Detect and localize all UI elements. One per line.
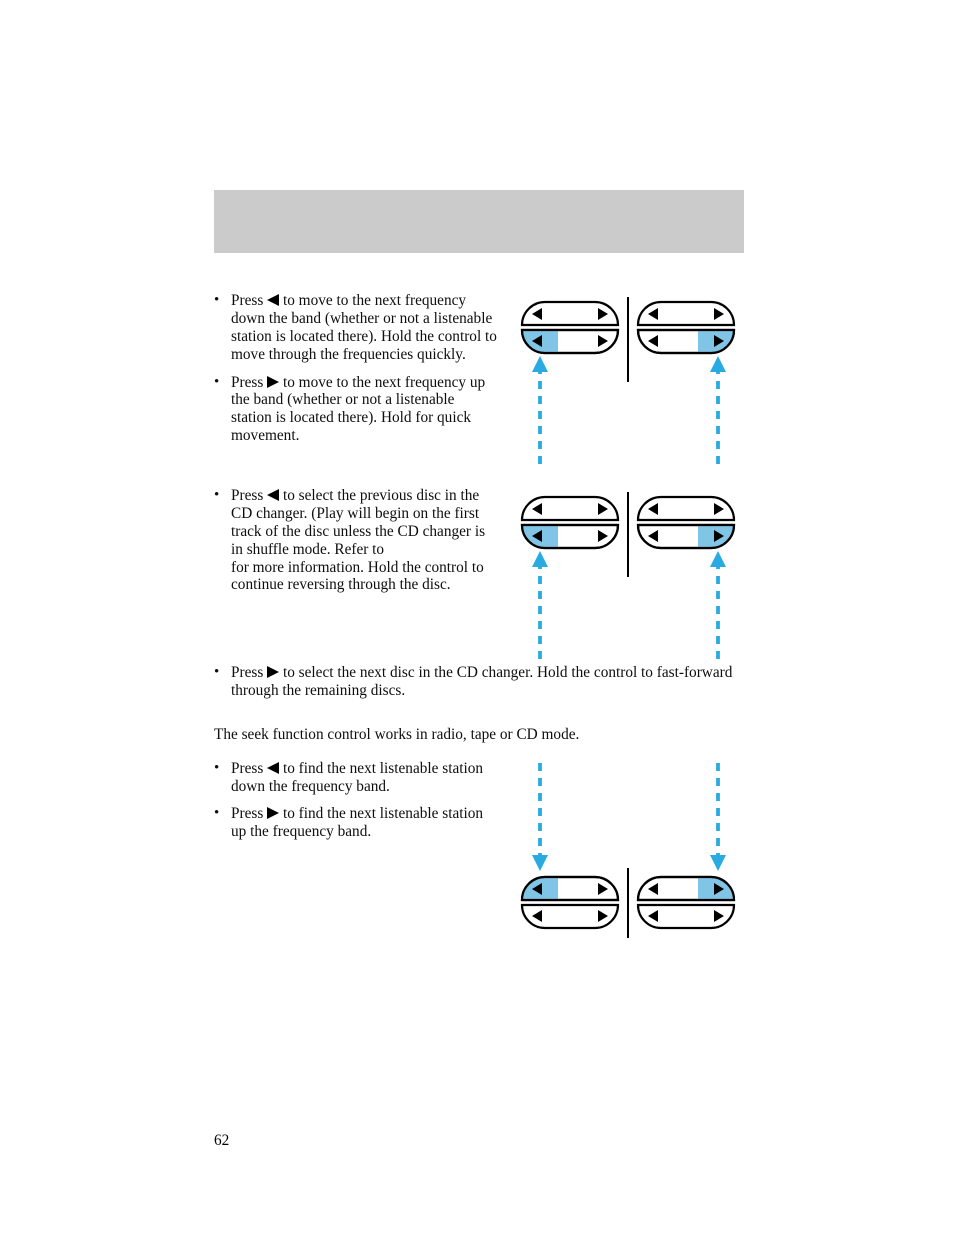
triangle-left-icon — [267, 762, 279, 774]
text: Press — [231, 760, 267, 777]
section-cd: Press to select the previous disc in the… — [214, 487, 744, 662]
text: Press — [231, 487, 267, 504]
arrow-down-icon — [532, 763, 548, 871]
text: for more information. Hold the control t… — [231, 559, 484, 594]
triangle-left-icon — [267, 294, 279, 306]
triangle-right-icon — [267, 807, 279, 819]
tune-text: Press to move to the next frequency down… — [214, 292, 497, 455]
cd-bullet-1: Press to select the previous disc in the… — [214, 487, 499, 594]
seek-text: Press to find the next listenable statio… — [214, 760, 497, 852]
seek-intro: The seek function control works in radio… — [214, 726, 744, 744]
text: Press — [231, 374, 267, 391]
arrow-down-icon — [710, 763, 726, 871]
arrow-up-icon — [710, 356, 726, 464]
text: Press — [231, 292, 267, 309]
arrow-up-icon — [532, 356, 548, 464]
triangle-right-icon — [267, 376, 279, 388]
cd-bullet-2: Press to select the next disc in the CD … — [214, 664, 744, 700]
cd-diagram — [512, 487, 744, 662]
triangle-left-icon — [267, 489, 279, 501]
text: Press — [231, 805, 267, 822]
tune-diagram — [512, 292, 744, 467]
tune-bullet-1: Press to move to the next frequency down… — [214, 292, 497, 364]
seek-bullet-1: Press to find the next listenable statio… — [214, 760, 497, 796]
section-tune: Press to move to the next frequency down… — [214, 292, 744, 467]
arrow-up-icon — [532, 551, 548, 659]
header-bar — [214, 190, 744, 253]
text: to select the next disc in the CD change… — [231, 664, 732, 699]
seek-diagram — [512, 760, 744, 940]
seek-bullet-2: Press to find the next listenable statio… — [214, 805, 497, 841]
page: Press to move to the next frequency down… — [0, 0, 954, 1235]
triangle-right-icon — [267, 666, 279, 678]
cd-text: Press to select the previous disc in the… — [214, 487, 499, 604]
arrow-up-icon — [710, 551, 726, 659]
section-seek: Press to find the next listenable statio… — [214, 760, 744, 940]
cd-text-wide: Press to select the next disc in the CD … — [214, 664, 744, 700]
page-number: 62 — [214, 1132, 229, 1150]
content: Press to move to the next frequency down… — [214, 292, 744, 960]
text: Press — [231, 664, 267, 681]
tune-bullet-2: Press to move to the next frequency up t… — [214, 374, 497, 446]
